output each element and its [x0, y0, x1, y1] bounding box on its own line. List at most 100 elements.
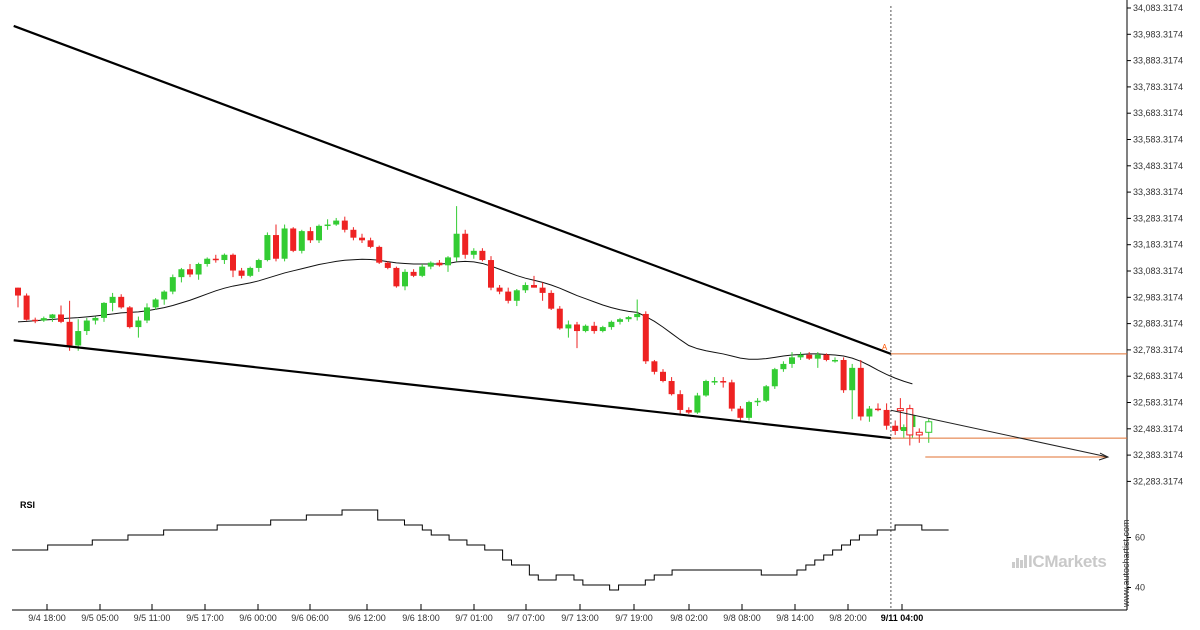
candle-body — [496, 287, 503, 292]
y-tick-label: 32,283.3174 — [1133, 476, 1183, 486]
candle-body — [763, 386, 770, 401]
candle-body — [384, 262, 391, 268]
candle-body — [797, 354, 804, 358]
candle-body — [505, 291, 512, 301]
candle-body — [221, 254, 228, 261]
y-tick-label: 33,283.3174 — [1133, 213, 1183, 223]
upper-trendline — [13, 24, 892, 355]
candle-body — [823, 354, 830, 360]
y-tick-label: 32,583.3174 — [1133, 398, 1183, 408]
candle-body — [548, 292, 555, 309]
candle-body — [324, 224, 331, 227]
candle-body — [531, 285, 537, 288]
candle-body — [135, 320, 142, 328]
rsi-line — [12, 509, 949, 591]
candle-body — [900, 427, 907, 431]
candle-body — [832, 359, 838, 362]
candle-body — [393, 267, 400, 287]
candle-body — [264, 235, 271, 261]
candle-body — [746, 402, 752, 418]
candle-body — [49, 314, 56, 319]
candle-body — [737, 408, 744, 418]
x-tick-label: 9/4 18:00 — [28, 613, 66, 623]
trendlines — [13, 24, 892, 440]
y-tick-label: 33,683.3174 — [1133, 108, 1183, 118]
candle-body — [109, 296, 116, 303]
candle-body — [840, 359, 847, 391]
candle-body — [75, 331, 82, 346]
candle-body — [668, 381, 675, 395]
candle-body — [599, 327, 606, 332]
x-tick-label: 9/6 06:00 — [291, 613, 329, 623]
candle-body — [462, 233, 469, 255]
candle-body — [436, 262, 443, 266]
candle-body — [814, 354, 821, 359]
candle-body — [230, 254, 236, 271]
candle-body — [118, 296, 125, 308]
candle-body — [806, 354, 813, 359]
plot-frame — [12, 0, 1128, 611]
candle-body — [152, 299, 159, 308]
candle-body — [488, 260, 494, 288]
credit-text: www.autochartist.com — [1121, 519, 1131, 607]
candle-body — [427, 262, 434, 267]
candle-body — [204, 258, 211, 264]
candle-body — [625, 317, 632, 320]
candle-body — [307, 231, 314, 241]
bars-logo-icon — [1012, 553, 1028, 568]
candle-body — [144, 307, 150, 321]
candle-body — [58, 314, 64, 322]
projection-lines: A — [882, 6, 1127, 610]
x-tick-label: 9/8 20:00 — [829, 613, 867, 623]
candle-body — [341, 220, 348, 230]
candle-body — [359, 237, 365, 241]
candle-body — [316, 225, 322, 241]
moving-average-path — [17, 258, 913, 385]
candle-body — [187, 269, 193, 275]
x-axis: 9/4 18:00 9/5 05:00 9/5 11:00 9/5 17:00 9/6 … — [28, 604, 923, 623]
candle-body — [247, 267, 254, 276]
candle-body — [255, 260, 262, 268]
candle-body — [290, 228, 297, 251]
candle-body — [754, 400, 761, 403]
rsi-label: RSI — [20, 500, 35, 510]
x-tick-label: 9/8 02:00 — [670, 613, 708, 623]
forecast-arrowhead — [1098, 452, 1110, 461]
candle-body — [367, 240, 374, 247]
x-tick-label: 9/5 11:00 — [134, 613, 171, 623]
candle-body — [780, 363, 787, 370]
candle-body — [126, 307, 133, 328]
projected-candle-body — [896, 408, 904, 412]
x-tick-label: 9/6 00:00 — [239, 613, 277, 623]
candle-body — [556, 308, 563, 329]
candle-body — [617, 319, 623, 322]
candle-body — [92, 317, 99, 321]
candle-body — [608, 321, 615, 328]
candle-body — [728, 382, 735, 409]
candle-body — [892, 425, 899, 431]
candle-body — [857, 367, 864, 417]
candle-body — [238, 270, 245, 276]
y-axis: 34,083.3174 33,983.3174 33,883.3174 33,783.… — [1127, 3, 1183, 486]
y-tick-label: 33,783.3174 — [1133, 82, 1183, 92]
lower-trendline — [13, 339, 892, 440]
candle-body — [849, 367, 856, 391]
rsi-tick-label: 40 — [1135, 583, 1145, 593]
y-tick-label: 33,983.3174 — [1133, 29, 1183, 39]
forecast-arrow-line — [890, 409, 1109, 458]
candle-body — [453, 233, 460, 258]
candle-body — [685, 409, 692, 413]
broker-watermark: ICMarkets — [1012, 552, 1107, 572]
candle-body — [445, 257, 451, 266]
x-tick-label: 9/8 08:00 — [723, 613, 761, 623]
candle-body — [660, 371, 666, 382]
candle-body — [789, 357, 795, 364]
broker-logo-text: ICMarkets — [1028, 552, 1107, 571]
x-tick-label: 9/7 01:00 — [455, 613, 493, 623]
candle-body — [539, 287, 546, 293]
candle-body — [634, 313, 641, 318]
candle-body — [582, 325, 589, 332]
pattern-point-label: A — [882, 343, 888, 352]
candle-body — [565, 324, 572, 329]
